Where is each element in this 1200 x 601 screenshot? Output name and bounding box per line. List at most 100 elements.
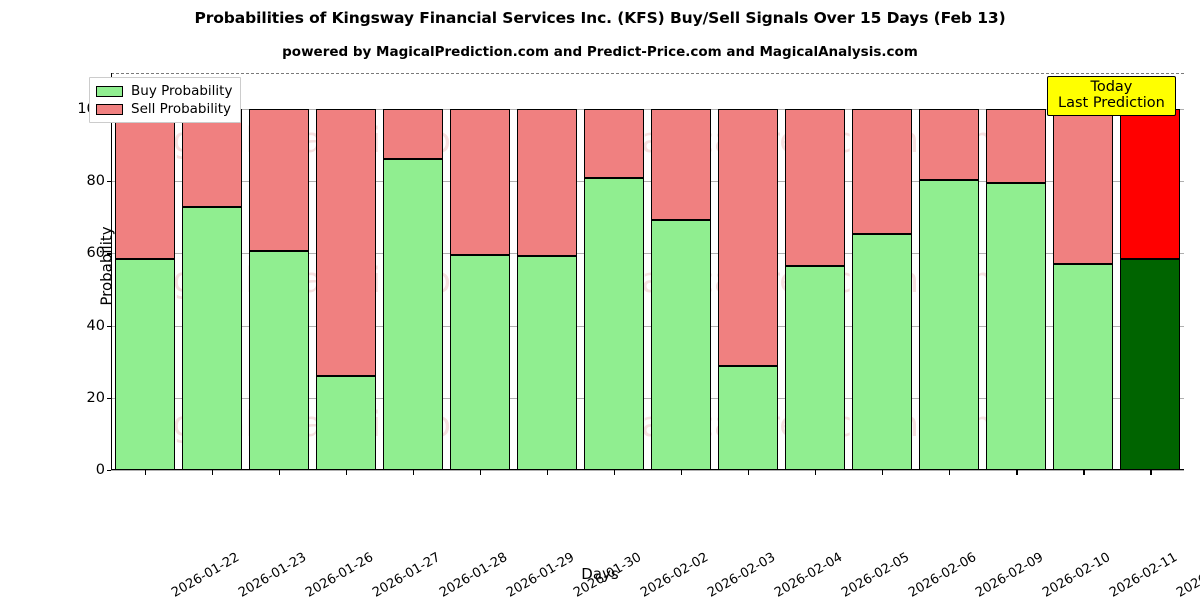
y-tick-mark	[106, 325, 111, 327]
x-tick-mark	[1083, 470, 1085, 475]
plot-area: MagicalAnalysis.comMagicalPrediction.com…	[77, 73, 1200, 601]
bar-segment-sell[interactable]	[1053, 109, 1114, 264]
bar-segment-buy[interactable]	[449, 254, 510, 470]
y-tick-mark	[106, 181, 111, 183]
legend-label: Buy Probability	[131, 83, 233, 99]
bar-group[interactable]	[785, 73, 846, 470]
x-tick-mark	[748, 470, 750, 475]
gridline	[111, 253, 1184, 255]
legend-swatch-icon	[96, 85, 123, 97]
bars-layer	[111, 73, 1184, 470]
bar-segment-buy[interactable]	[181, 206, 242, 470]
chart-title: Probabilities of Kingsway Financial Serv…	[194, 9, 1006, 27]
bar-segment-sell[interactable]	[718, 109, 779, 367]
bar-group[interactable]	[449, 73, 510, 470]
legend-item[interactable]: Sell Probability	[96, 100, 232, 118]
y-tick-label: 0	[95, 462, 105, 478]
bar-segment-sell[interactable]	[1120, 109, 1181, 259]
bar-group[interactable]	[651, 73, 712, 470]
bar-segment-sell[interactable]	[986, 109, 1047, 184]
bar-segment-sell[interactable]	[181, 109, 242, 207]
y-axis-label: Probability	[97, 226, 116, 306]
bar-segment-sell[interactable]	[114, 109, 175, 259]
x-tick-mark	[949, 470, 951, 475]
x-tick-mark	[681, 470, 683, 475]
bar-group[interactable]	[181, 73, 242, 470]
chart-legend: Buy Probability Sell Probability	[89, 77, 242, 123]
bar-segment-buy[interactable]	[583, 178, 644, 470]
bar-segment-sell[interactable]	[449, 109, 510, 255]
y-tick-label: 60	[86, 245, 105, 262]
bar-group[interactable]	[986, 73, 1047, 470]
x-tick-mark	[278, 470, 280, 475]
bar-segment-sell[interactable]	[315, 109, 376, 376]
x-tick-mark	[1150, 470, 1152, 475]
bar-group[interactable]	[248, 73, 309, 470]
bar-group[interactable]	[919, 73, 980, 470]
bar-segment-buy[interactable]	[919, 180, 980, 470]
bar-group[interactable]	[382, 73, 443, 470]
gridline	[111, 325, 1184, 327]
reference-line	[111, 73, 1184, 74]
x-tick-mark	[211, 470, 213, 475]
x-tick-mark	[613, 470, 616, 475]
bar-segment-sell[interactable]	[516, 109, 577, 256]
bar-segment-buy[interactable]	[248, 251, 309, 470]
bar-segment-sell[interactable]	[785, 109, 846, 266]
x-tick-mark	[882, 470, 884, 475]
bar-segment-buy[interactable]	[852, 233, 913, 470]
bar-group[interactable]	[315, 73, 376, 470]
bar-segment-buy[interactable]	[382, 158, 443, 470]
x-axis-line	[111, 468, 1184, 470]
x-tick-mark	[546, 470, 549, 475]
bar-segment-sell[interactable]	[651, 109, 712, 221]
bar-segment-buy[interactable]	[1120, 258, 1181, 470]
y-tick-label: 20	[86, 389, 105, 406]
chart-subtitle: powered by MagicalPrediction.com and Pre…	[282, 44, 918, 60]
x-axis-label: Days	[581, 565, 619, 583]
bar-group[interactable]	[114, 73, 175, 470]
bar-segment-sell[interactable]	[919, 109, 980, 181]
x-tick-mark	[1016, 470, 1018, 475]
bar-segment-sell[interactable]	[852, 109, 913, 234]
bar-group[interactable]	[852, 73, 913, 470]
bar-group[interactable]	[1053, 73, 1114, 470]
bar-group[interactable]	[1120, 73, 1181, 470]
x-tick-mark	[144, 470, 146, 475]
bar-segment-buy[interactable]	[516, 255, 577, 470]
bar-segment-buy[interactable]	[1053, 263, 1114, 470]
bar-segment-buy[interactable]	[651, 220, 712, 470]
bar-segment-buy[interactable]	[986, 183, 1047, 470]
y-tick-mark	[106, 397, 111, 399]
x-tick-mark	[412, 470, 414, 475]
gridline	[111, 470, 1184, 471]
gridline	[111, 397, 1184, 399]
bar-segment-sell[interactable]	[583, 109, 644, 179]
today-annotation-line1: Today	[1090, 79, 1133, 95]
y-tick-label: 40	[86, 317, 105, 334]
y-tick-mark	[106, 253, 111, 255]
gridline	[111, 109, 1184, 111]
x-tick-mark	[479, 470, 482, 475]
bar-segment-buy[interactable]	[315, 375, 376, 470]
bar-segment-sell[interactable]	[382, 109, 443, 159]
today-annotation-line2: Last Prediction	[1058, 95, 1165, 112]
bar-segment-buy[interactable]	[785, 265, 846, 470]
y-tick-label: 80	[86, 173, 105, 190]
x-tick-mark	[345, 470, 347, 475]
bar-group[interactable]	[718, 73, 779, 470]
today-annotation: Today Last Prediction	[1047, 76, 1176, 117]
bar-group[interactable]	[583, 73, 644, 470]
gridline	[111, 181, 1184, 183]
legend-swatch-icon	[96, 103, 123, 115]
legend-label: Sell Probability	[131, 101, 232, 117]
bar-group[interactable]	[516, 73, 577, 470]
y-tick-mark	[106, 470, 111, 472]
bar-segment-buy[interactable]	[114, 258, 175, 470]
legend-item[interactable]: Buy Probability	[96, 82, 232, 100]
x-tick-mark	[815, 470, 817, 475]
y-axis-line	[111, 73, 113, 470]
bar-segment-buy[interactable]	[718, 366, 779, 470]
bar-segment-sell[interactable]	[248, 109, 309, 252]
